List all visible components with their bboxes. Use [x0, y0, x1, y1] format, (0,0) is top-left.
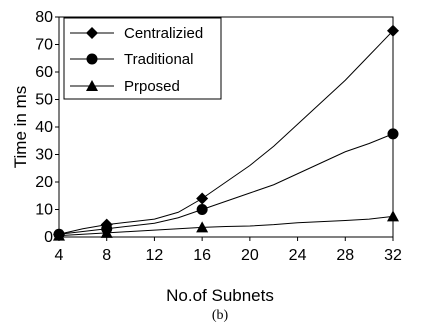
- plot-area-frame: [58, 16, 394, 238]
- data-point-circle: [196, 204, 208, 215]
- legend-marker-triangle: [86, 80, 98, 91]
- legend-entry: Prposed: [70, 78, 180, 95]
- y-axis-title: Time in ms: [11, 86, 30, 169]
- y-tick-label: 60: [35, 64, 53, 81]
- series-line: [58, 215, 394, 237]
- data-point-triangle: [196, 221, 209, 233]
- x-tick-label: 28: [336, 247, 354, 264]
- legend-entry: Centralizied: [70, 25, 203, 42]
- series-line: [58, 30, 394, 235]
- y-tick-label: 50: [35, 92, 53, 109]
- x-tick-label: 32: [384, 247, 402, 264]
- y-tick-label: 0: [44, 229, 53, 246]
- x-axis-ticks: 4 8 12 16 20 24 28 32: [55, 237, 402, 264]
- legend-entry: Traditional: [70, 51, 193, 68]
- series-layer: [53, 24, 399, 241]
- series-circle: [53, 128, 399, 240]
- x-tick-label: 12: [146, 247, 164, 264]
- y-tick-label: 10: [35, 202, 53, 219]
- y-tick-label: 30: [35, 147, 53, 164]
- data-point-triangle: [100, 226, 113, 238]
- legend: Centralizied Traditional Prposed: [63, 17, 222, 100]
- x-tick-label: 16: [193, 247, 211, 264]
- y-tick-label: 80: [35, 9, 53, 26]
- x-tick-label: 24: [289, 247, 307, 264]
- y-tick-label: 20: [35, 174, 53, 191]
- y-axis-ticks: 0 10 20 30 40 50 60 70 80: [35, 9, 59, 246]
- legend-label: Prposed: [124, 78, 180, 95]
- y-tick-label: 70: [35, 37, 53, 54]
- x-tick-label: 20: [241, 247, 259, 264]
- x-tick-label: 8: [102, 247, 111, 264]
- x-tick-label: 4: [55, 247, 64, 264]
- series-line: [58, 133, 394, 235]
- y-tick-label: 40: [35, 119, 53, 136]
- legend-marker-circle: [86, 53, 98, 65]
- legend-marker-diamond: [86, 27, 98, 39]
- legend-label: Centralizied: [124, 25, 203, 42]
- figure-caption: (b): [212, 308, 229, 323]
- data-point-diamond: [196, 192, 209, 205]
- x-axis-title: No.of Subnets: [166, 286, 274, 305]
- legend-label: Traditional: [124, 51, 193, 68]
